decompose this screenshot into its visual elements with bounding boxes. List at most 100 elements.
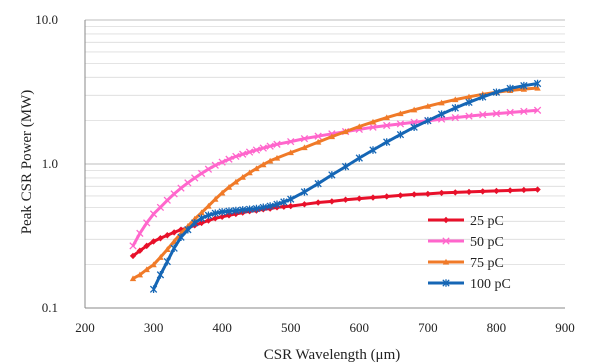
data-point [328,171,336,179]
data-point [492,109,501,118]
data-point [225,207,233,216]
data-point [259,144,267,152]
data-point [136,229,144,237]
data-point [205,202,212,209]
legend-item: 100 pC [428,277,511,292]
data-point [479,93,487,101]
data-point [163,196,171,204]
data-point [314,179,322,188]
data-point [245,205,254,214]
data-point [493,187,500,195]
data-point [177,184,185,192]
y-tick-label: 10.0 [35,12,58,27]
data-point [198,209,205,216]
data-point [342,196,349,203]
data-point [266,157,274,164]
data-point [225,212,233,219]
x-tick-label: 300 [144,320,164,335]
data-point [280,198,288,206]
data-point [356,195,363,202]
data-point [129,242,137,250]
data-point [273,154,281,161]
axes [84,20,565,309]
data-point [465,93,473,100]
data-point [170,244,178,253]
x-tick-label: 700 [418,320,438,335]
data-point [245,148,254,156]
x-tick-label: 200 [75,320,95,335]
data-point [273,200,281,209]
data-point [534,84,541,91]
data-point [356,123,363,130]
data-point [396,130,405,139]
data-point [177,233,185,242]
data-point [143,242,150,250]
minor-gridlines [85,26,565,266]
data-point [170,229,178,236]
x-axis-title: CSR Wavelength (μm) [264,347,401,363]
data-point [314,199,322,206]
data-point [225,184,233,190]
data-point [266,202,274,210]
data-point [198,219,205,227]
series-group [129,79,542,294]
data-point [520,186,528,194]
data-point [383,114,390,121]
data-point [442,216,450,224]
legend-label: 25 pC [470,214,504,229]
data-point [211,209,219,218]
data-point [156,271,165,279]
data-point [266,142,274,150]
data-point [164,246,171,253]
data-point [287,149,294,156]
data-point [287,202,294,210]
legend-item: 75 pC [428,256,504,271]
data-point [252,146,261,154]
data-point [129,252,137,260]
data-point [287,195,295,203]
data-point [253,165,260,172]
data-point [342,128,349,135]
data-point [314,138,322,145]
x-tick-label: 500 [281,320,301,335]
data-point [451,113,459,122]
data-point [143,219,151,227]
legend-item: 50 pC [428,235,504,250]
data-point [465,98,473,107]
data-point [465,112,473,120]
data-point [232,178,240,185]
data-point [273,140,281,148]
data-point [301,144,308,151]
data-point [211,161,219,169]
data-point [506,187,514,194]
data-point [197,214,206,223]
data-point [212,195,219,202]
data-point [438,189,445,197]
data-point [149,285,158,294]
data-point [438,99,445,106]
data-point [212,215,219,222]
data-point [479,188,486,195]
data-point [451,104,459,112]
data-point [239,206,247,214]
data-point [170,238,178,244]
data-point [191,174,199,182]
x-tick-label: 800 [487,320,507,335]
legend-label: 50 pC [470,235,504,250]
data-point [204,165,213,173]
data-point [218,189,226,196]
data-point [218,158,226,166]
x-tick-labels: 200 300 400 500 600 700 800 900 [75,320,575,335]
data-point [396,120,405,128]
data-point [143,266,150,273]
data-point [369,194,377,201]
data-point [280,203,288,210]
data-point [437,110,446,118]
data-point [246,169,253,176]
data-point [328,198,336,205]
data-point [341,162,350,171]
data-point [383,121,391,130]
data-point [260,161,267,168]
data-point [534,186,541,193]
data-point [328,133,336,140]
